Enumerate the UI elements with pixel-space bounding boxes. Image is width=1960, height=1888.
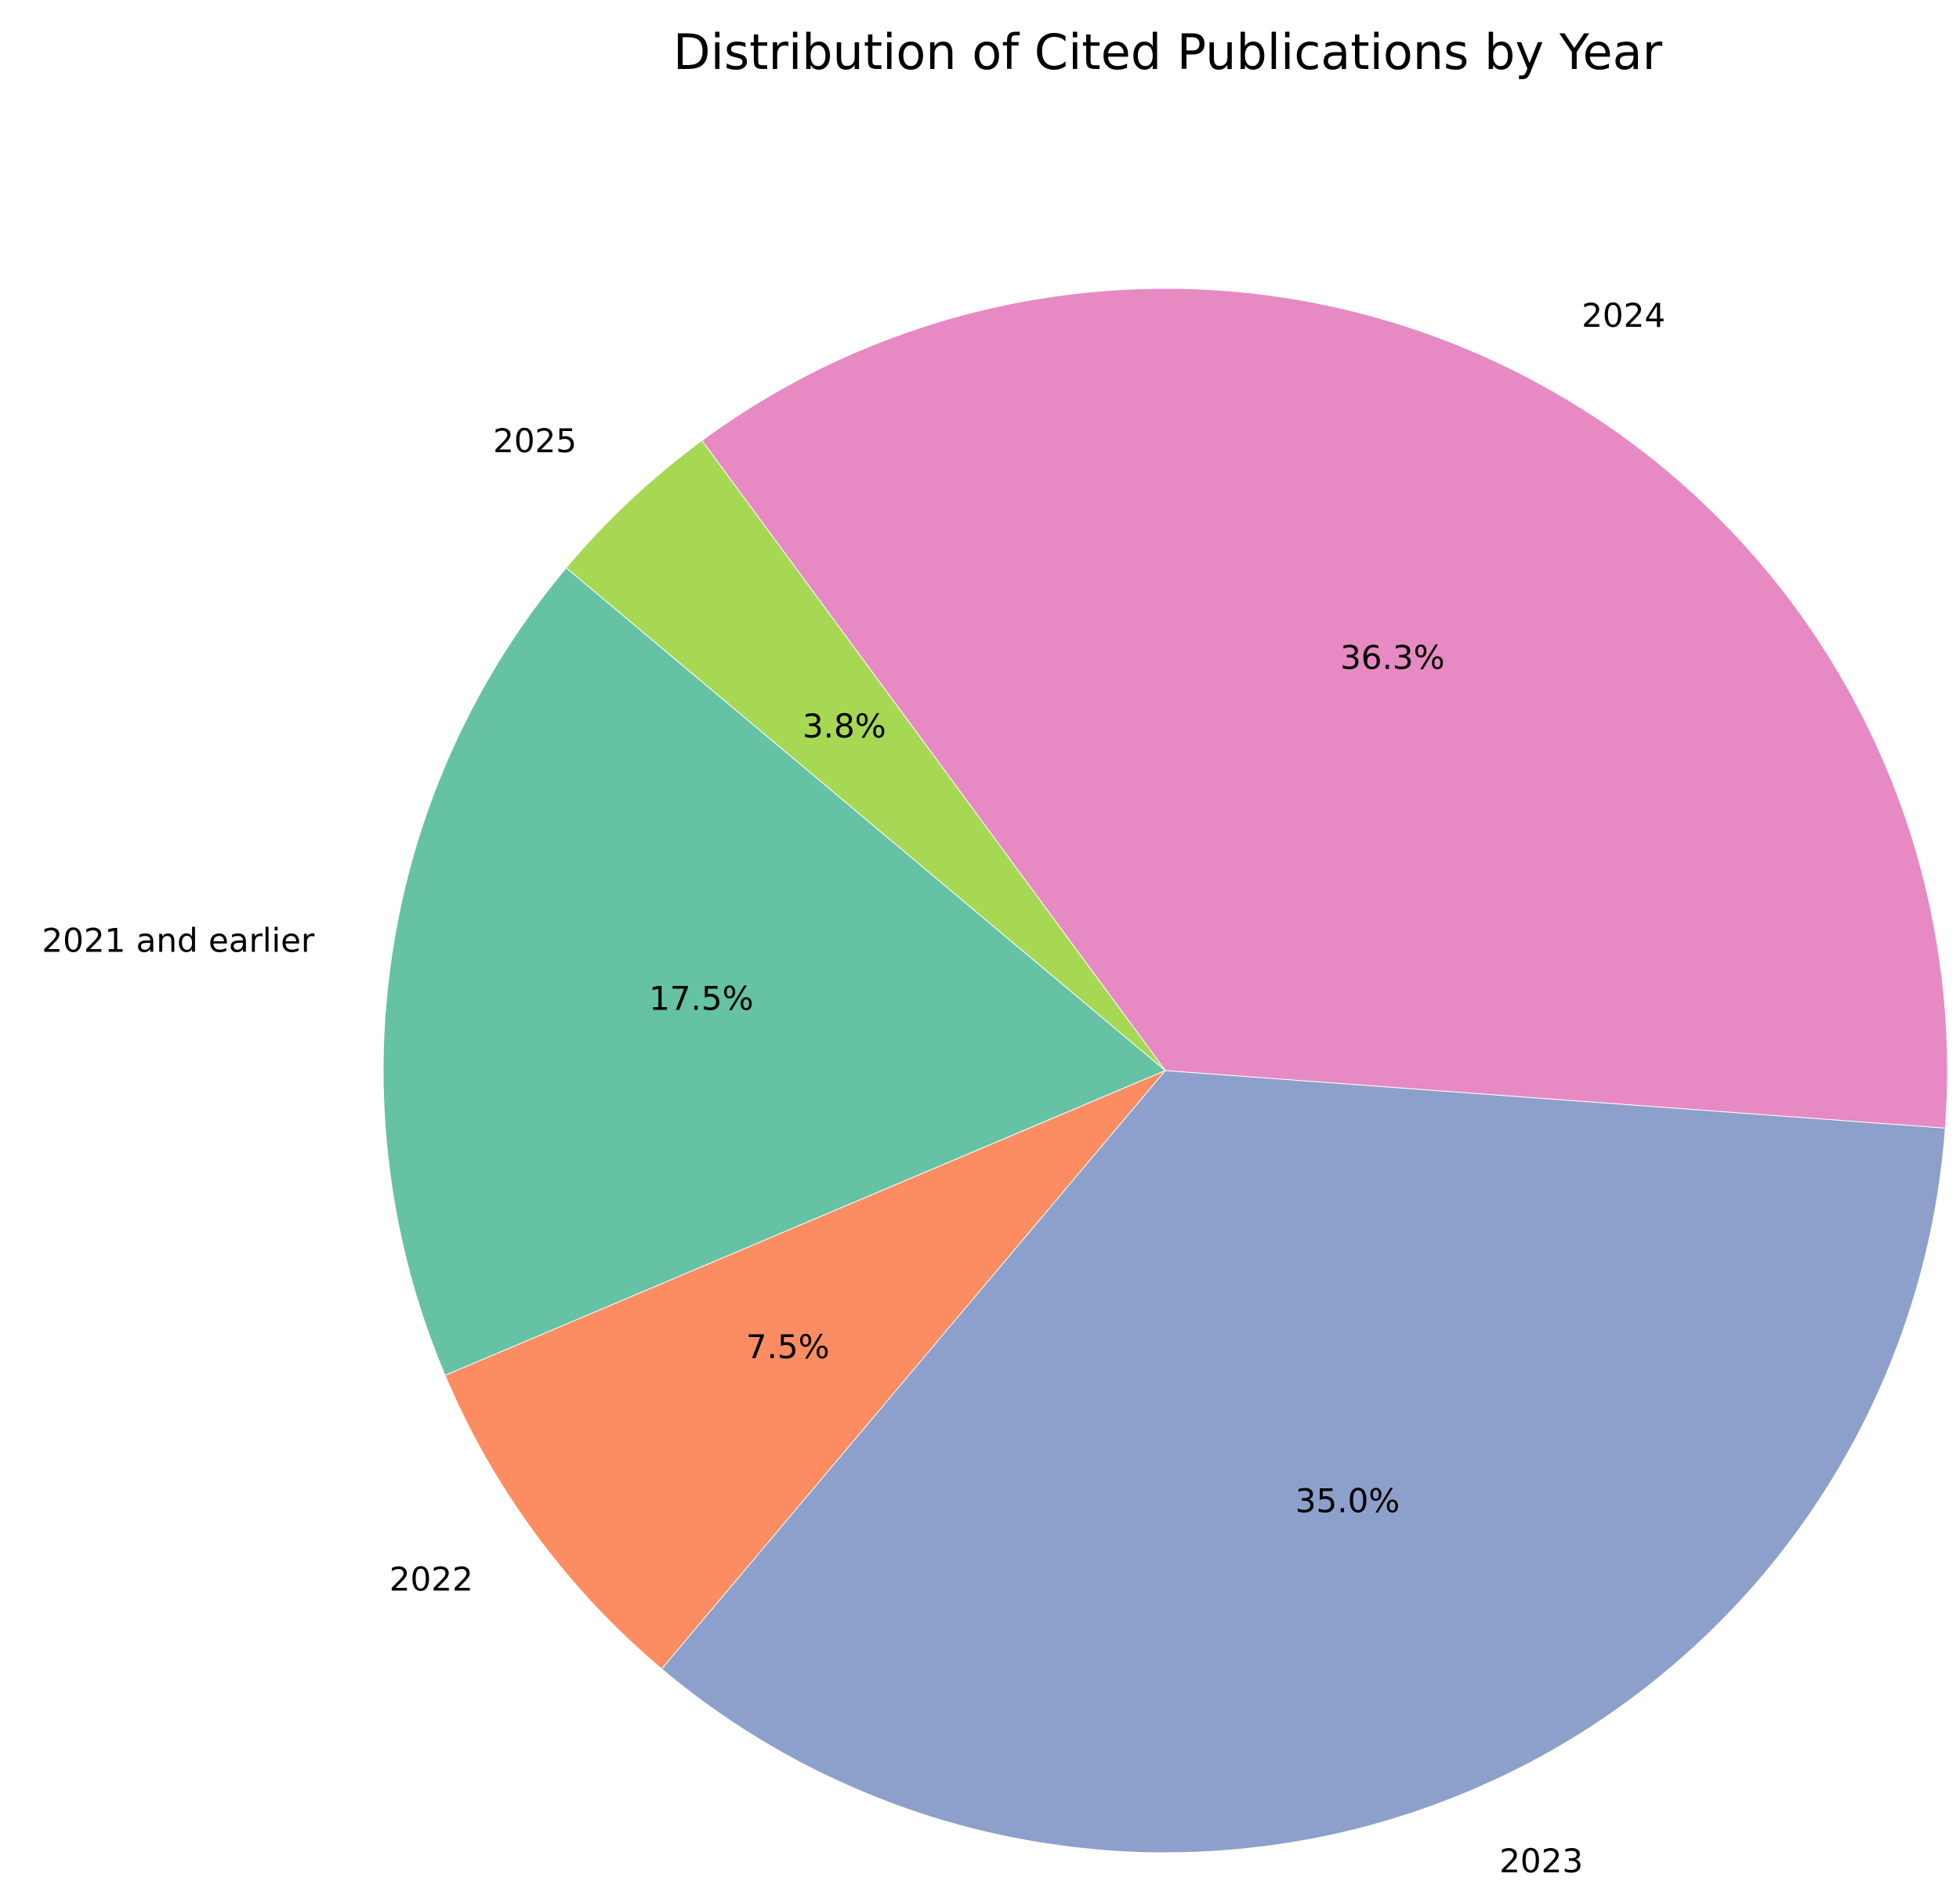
- slice-percent-label: 17.5%: [649, 980, 753, 1018]
- pie-labels: 2021 and earlier 17.5% 2022 7.5% 2023 35.0% 20…: [42, 296, 1665, 1880]
- slice-percent-label: 35.0%: [1295, 1481, 1400, 1520]
- pie-slice-2022: [444, 1070, 1166, 1670]
- slice-label: 2021 and earlier: [42, 922, 315, 960]
- slice-percent-label: 36.3%: [1340, 639, 1444, 677]
- slice-label: 2022: [389, 1560, 473, 1598]
- pie-slice-2021-and-earlier: [382, 567, 1166, 1376]
- chart-title: Distribution of Cited Publications by Ye…: [673, 24, 1663, 81]
- pie-slice-2025: [565, 440, 1166, 1071]
- slice-label: 2024: [1581, 296, 1665, 335]
- slice-label: 2023: [1499, 1842, 1583, 1880]
- pie-slice-2024: [701, 288, 1948, 1129]
- slice-label: 2025: [493, 422, 577, 460]
- slice-percent-label: 3.8%: [802, 707, 886, 745]
- slice-percent-label: 7.5%: [746, 1328, 830, 1366]
- pie-slice-2023: [661, 1070, 1946, 1854]
- pie-slices: [382, 288, 1948, 1854]
